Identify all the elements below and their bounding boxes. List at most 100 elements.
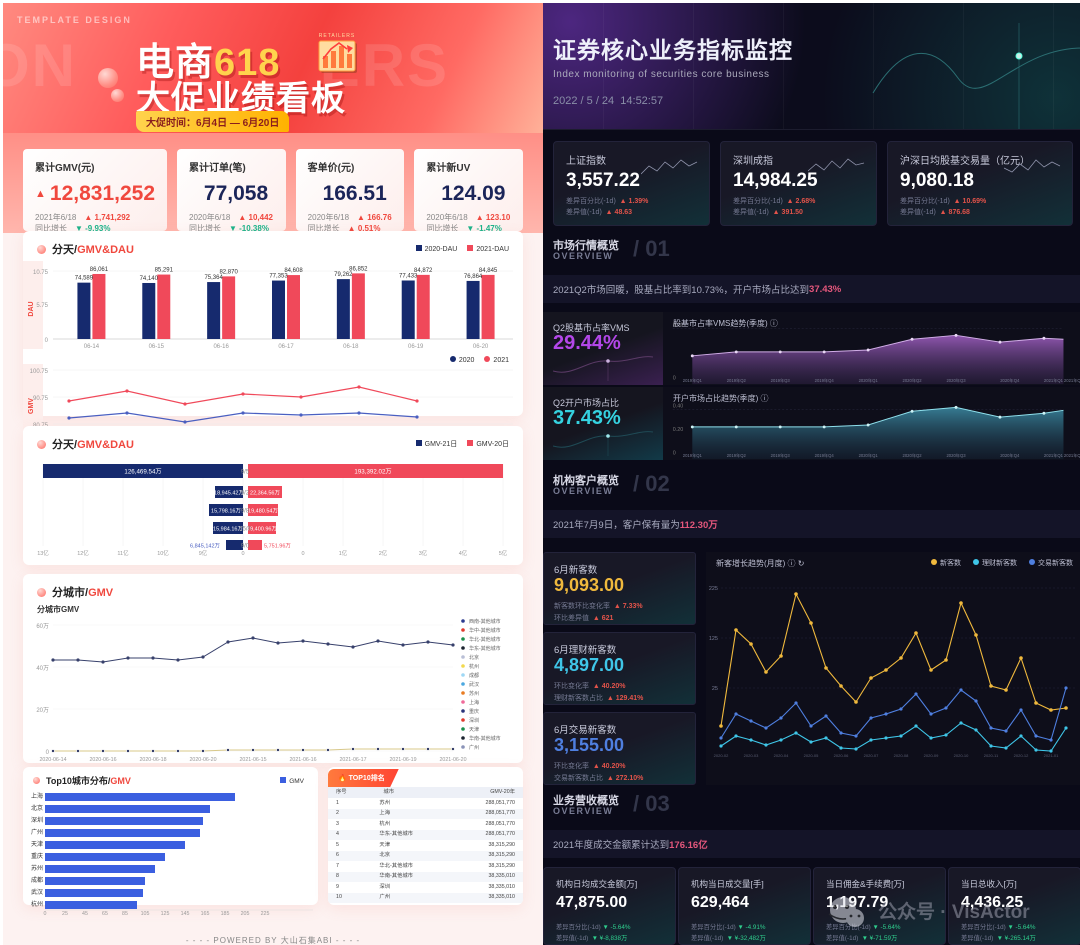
- svg-text:75,364: 75,364: [204, 275, 223, 281]
- svg-text:74,589: 74,589: [75, 276, 94, 282]
- svg-text:205: 205: [241, 911, 250, 916]
- svg-text:华东-其他城市: 华东-其他城市: [469, 645, 501, 652]
- svg-text:苏州: 苏州: [31, 864, 43, 872]
- svg-text:65: 65: [102, 911, 108, 916]
- svg-text:06-17: 06-17: [278, 344, 294, 350]
- svg-text:0: 0: [301, 551, 304, 557]
- svg-text:125: 125: [161, 911, 170, 916]
- svg-text:2019年Q2: 2019年Q2: [727, 377, 747, 384]
- svg-text:06-15: 06-15: [149, 344, 165, 350]
- svg-text:9/5: 9/5: [241, 470, 250, 476]
- svg-text:2020年Q1: 2020年Q1: [859, 452, 879, 459]
- svg-text:77,433: 77,433: [399, 273, 418, 279]
- svg-text:2019年Q1: 2019年Q1: [683, 377, 703, 384]
- svg-text:上海: 上海: [31, 792, 43, 800]
- svg-text:2020年Q4: 2020年Q4: [1000, 452, 1020, 459]
- svg-text:2020-05: 2020-05: [804, 753, 819, 758]
- svg-text:19,400.96万: 19,400.96万: [247, 526, 277, 533]
- svg-text:0: 0: [673, 450, 676, 456]
- svg-text:2019年Q4: 2019年Q4: [815, 452, 835, 459]
- svg-text:2020-06-14: 2020-06-14: [39, 757, 66, 763]
- svg-text:0.20: 0.20: [673, 427, 683, 433]
- svg-text:100.75: 100.75: [30, 369, 49, 375]
- svg-text:13亿: 13亿: [37, 549, 49, 557]
- svg-text:0.40: 0.40: [673, 403, 683, 409]
- svg-text:105: 105: [141, 911, 150, 916]
- svg-text:77,353: 77,353: [269, 274, 288, 280]
- svg-text:杭州: 杭州: [31, 900, 43, 908]
- svg-text:9/0: 9/0: [241, 544, 250, 550]
- svg-text:85,291: 85,291: [155, 268, 174, 274]
- svg-text:5.75: 5.75: [36, 303, 48, 309]
- svg-text:6,845,142万: 6,845,142万: [190, 543, 220, 550]
- svg-text:25: 25: [62, 911, 68, 916]
- svg-text:9/2: 9/2: [241, 491, 250, 497]
- svg-text:2019年Q4: 2019年Q4: [815, 377, 835, 384]
- svg-text:1亿: 1亿: [339, 549, 348, 557]
- svg-text:165: 165: [201, 911, 210, 916]
- svg-text:06-19: 06-19: [408, 344, 424, 350]
- svg-text:82,870: 82,870: [219, 269, 238, 275]
- svg-text:2021-06-19: 2021-06-19: [389, 757, 416, 763]
- svg-text:9亿: 9亿: [199, 549, 208, 557]
- svg-text:2020-04: 2020-04: [774, 753, 789, 758]
- svg-text:深圳: 深圳: [31, 816, 43, 824]
- svg-text:2019年Q3: 2019年Q3: [771, 377, 791, 384]
- svg-text:2020-06: 2020-06: [834, 753, 849, 758]
- svg-text:2020年Q3: 2020年Q3: [946, 377, 966, 384]
- svg-text:2021年Q2: 2021年Q2: [1064, 377, 1080, 384]
- svg-text:2020-11: 2020-11: [984, 753, 999, 758]
- svg-text:74,140: 74,140: [140, 276, 159, 282]
- svg-text:武汉: 武汉: [469, 681, 479, 688]
- svg-text:3亿: 3亿: [419, 549, 428, 557]
- svg-text:19,480.54万: 19,480.54万: [248, 508, 278, 515]
- svg-text:2021-06-17: 2021-06-17: [339, 757, 366, 763]
- svg-text:0: 0: [46, 750, 50, 756]
- svg-text:0: 0: [44, 911, 47, 916]
- svg-text:86,852: 86,852: [349, 266, 368, 272]
- svg-text:185: 185: [221, 911, 230, 916]
- svg-text:2019年Q3: 2019年Q3: [771, 452, 791, 459]
- svg-text:12亿: 12亿: [77, 549, 89, 557]
- svg-text:北京: 北京: [31, 804, 43, 812]
- svg-text:2020年Q4: 2020年Q4: [1000, 377, 1020, 384]
- svg-text:84,608: 84,608: [284, 268, 303, 274]
- svg-text:06-20: 06-20: [473, 344, 489, 350]
- svg-text:2020-07: 2020-07: [864, 753, 879, 758]
- svg-text:2020-03: 2020-03: [744, 753, 759, 758]
- svg-text:2021-06-16: 2021-06-16: [289, 757, 316, 763]
- svg-text:25/8: 25/8: [239, 527, 251, 533]
- svg-text:06-16: 06-16: [213, 344, 229, 350]
- svg-text:苏州: 苏州: [469, 690, 479, 697]
- svg-text:90.75: 90.75: [33, 396, 49, 402]
- svg-text:广州: 广州: [31, 828, 43, 836]
- svg-text:2020-08: 2020-08: [894, 753, 909, 758]
- svg-text:2021-01: 2021-01: [1044, 753, 1059, 758]
- svg-text:0: 0: [241, 551, 244, 557]
- svg-text:2020-02: 2020-02: [714, 753, 729, 758]
- svg-text:2亿: 2亿: [379, 549, 388, 557]
- svg-text:华北-其他城市: 华北-其他城市: [469, 636, 501, 643]
- svg-text:天津: 天津: [31, 841, 43, 848]
- svg-text:重庆: 重庆: [469, 708, 479, 715]
- svg-text:北京: 北京: [469, 654, 479, 661]
- svg-text:84,845: 84,845: [479, 268, 498, 274]
- svg-text:76,864: 76,864: [464, 274, 483, 280]
- svg-text:225: 225: [709, 586, 718, 592]
- svg-text:84,872: 84,872: [414, 268, 433, 274]
- svg-text:10.75: 10.75: [33, 270, 49, 276]
- svg-text:0: 0: [45, 338, 49, 344]
- svg-text:重庆: 重庆: [31, 852, 43, 860]
- svg-text:2019年Q1: 2019年Q1: [683, 452, 703, 459]
- svg-text:22,364.56万: 22,364.56万: [250, 490, 280, 497]
- svg-text:杭州: 杭州: [469, 663, 479, 670]
- svg-text:上海: 上海: [469, 699, 479, 706]
- svg-text:深圳: 深圳: [469, 717, 479, 724]
- svg-text:2021年Q1: 2021年Q1: [1044, 452, 1064, 459]
- svg-text:2020年Q2: 2020年Q2: [903, 452, 923, 459]
- svg-text:193,392.02万: 193,392.02万: [354, 469, 391, 476]
- svg-text:2020-06-18: 2020-06-18: [139, 757, 166, 763]
- svg-text:60万: 60万: [36, 623, 49, 630]
- svg-text:RETAILERS: RETAILERS: [319, 33, 355, 39]
